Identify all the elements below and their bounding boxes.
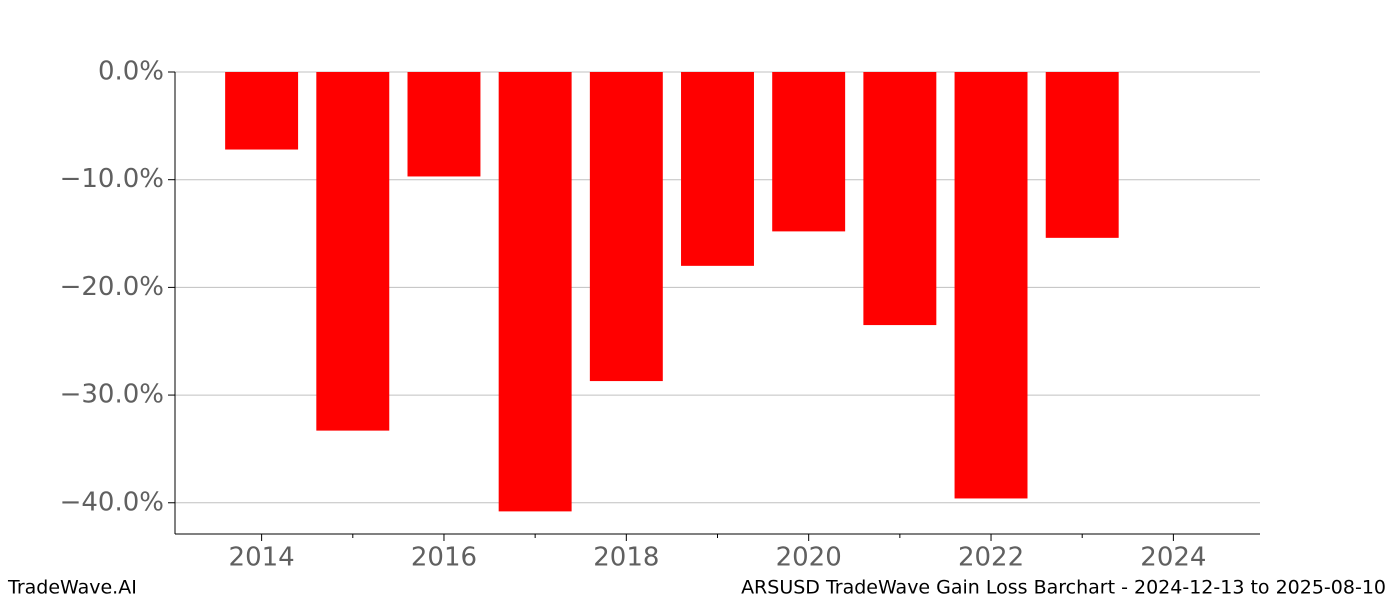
x-tick-label: 2024 <box>1140 543 1206 573</box>
bar <box>863 72 937 326</box>
y-tick-label: −40.0% <box>60 487 164 517</box>
bar <box>225 72 299 150</box>
x-tick-label: 2016 <box>411 543 477 573</box>
bar <box>407 72 481 177</box>
bar <box>1045 72 1119 238</box>
bar <box>316 72 390 431</box>
bar <box>589 72 663 382</box>
x-tick-label: 2018 <box>593 543 659 573</box>
footer: ARSUSD TradeWave Gain Loss Barchart - 20… <box>741 577 1386 599</box>
y-tick-label: −20.0% <box>60 272 164 302</box>
bar <box>681 72 754 266</box>
bar <box>498 72 572 512</box>
watermark: TradeWave.AI <box>7 577 137 599</box>
x-tick-label: 2022 <box>958 543 1024 573</box>
y-tick-label: −10.0% <box>60 164 164 194</box>
x-tick-label: 2014 <box>229 543 295 573</box>
y-tick-label: −30.0% <box>60 380 164 410</box>
bar <box>954 72 1028 499</box>
x-tick-label: 2020 <box>776 543 842 573</box>
y-tick-label: 0.0% <box>98 57 164 87</box>
bar <box>772 72 846 232</box>
